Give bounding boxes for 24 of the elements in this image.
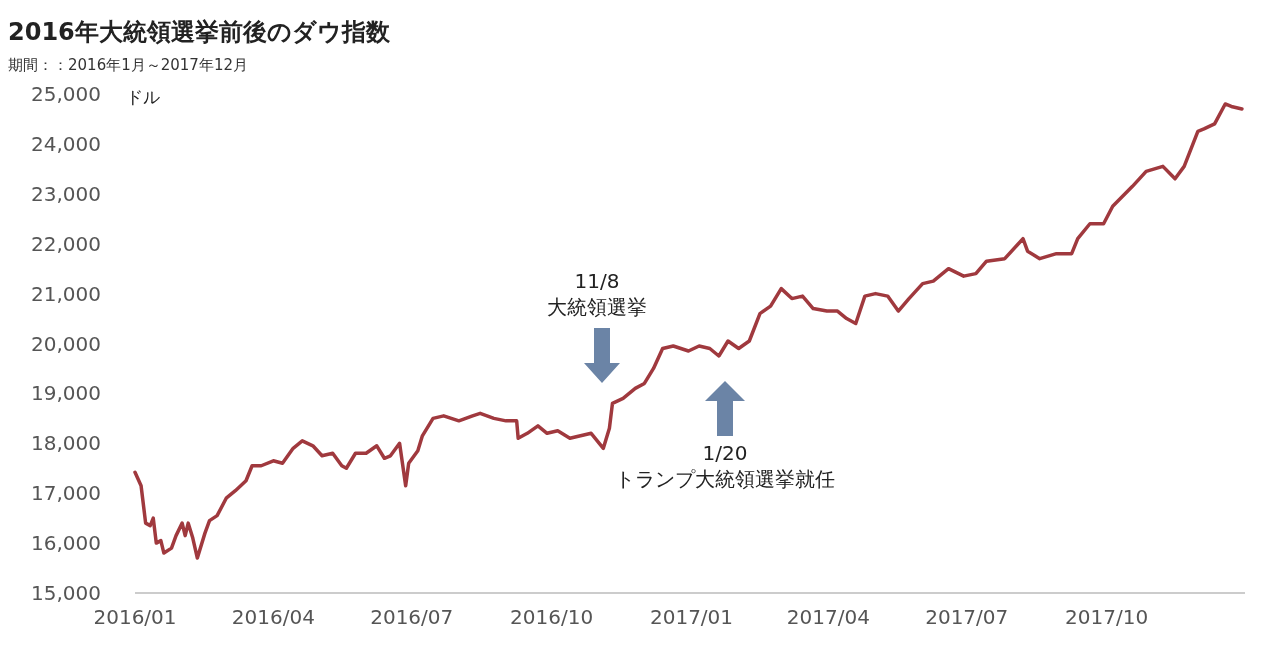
y-axis-title: ドル [126,87,160,107]
y-tick-label: 24,000 [31,131,101,156]
y-tick-label: 20,000 [31,331,101,356]
y-tick-label: 19,000 [31,381,101,406]
x-tick-label: 2017/01 [649,605,734,629]
y-tick-label: 17,000 [31,481,101,506]
x-tick-label: 2017/10 [1065,605,1149,629]
y-tick-label: 21,000 [31,281,101,306]
x-tick-label: 2016/10 [510,605,594,629]
y-tick-label: 15,000 [31,581,101,605]
x-tick-label: 2017/04 [786,605,870,629]
annotation: 11/8 大統領選挙 [547,269,647,319]
x-tick-label: 2016/07 [370,605,454,629]
y-tick-label: 16,000 [31,531,101,556]
annotation: 1/20 トランプ大統領選挙就任 [615,441,835,491]
x-tick-label: 2016/04 [231,605,315,629]
y-tick-label: 18,000 [31,431,101,456]
y-tick-label: 22,000 [31,231,101,256]
x-tick-label: 2017/07 [925,605,1009,629]
x-tick-label: 2016/01 [93,605,177,629]
chart-subtitle: 期間：：2016年1月～2017年12月 [8,56,248,74]
y-tick-label: 25,000 [31,82,101,106]
y-tick-label: 23,000 [31,181,101,206]
chart-title: 2016年大統領選挙前後のダウ指数 [8,18,391,46]
